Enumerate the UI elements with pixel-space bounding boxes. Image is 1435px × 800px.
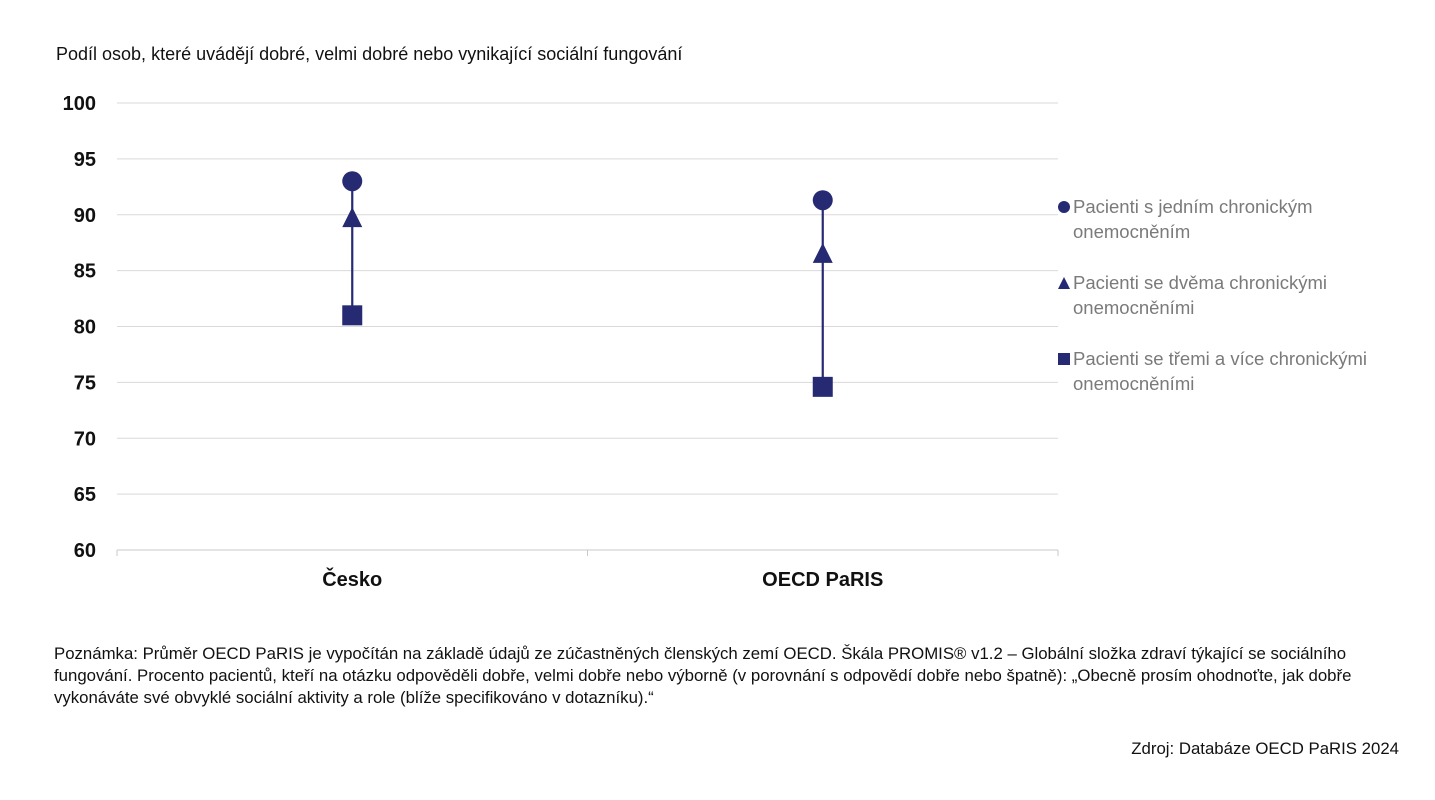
circle-marker-icon xyxy=(1058,201,1070,213)
y-tick-label: 80 xyxy=(74,317,96,339)
triangle-marker-icon xyxy=(1058,277,1070,289)
legend-label: Pacienti s jedním chronickým onemocněním xyxy=(1073,196,1313,242)
chart-title: Podíl osob, které uvádějí dobré, velmi d… xyxy=(56,44,683,64)
y-tick-label: 100 xyxy=(63,93,96,115)
y-tick-label: 90 xyxy=(74,205,96,227)
y-tick-label: 95 xyxy=(74,149,96,171)
legend-item-two-chronic: Pacienti se dvěma chronickými onemocnění… xyxy=(1055,270,1430,346)
y-tick-label: 70 xyxy=(74,428,96,450)
footnote: Poznámka: Průměr OECD PaRIS je vypočítán… xyxy=(54,644,1352,707)
legend-item-one-chronic: Pacienti s jedním chronickým onemocněním xyxy=(1055,194,1430,270)
chart-legend: Pacienti s jedním chronickým onemocněním… xyxy=(1055,194,1430,422)
square-point xyxy=(812,376,833,397)
square-point xyxy=(342,305,363,326)
circle-point xyxy=(342,171,363,192)
y-tick-label: 60 xyxy=(74,540,96,562)
circle-point xyxy=(812,190,833,211)
legend-item-three-chronic: Pacienti se třemi a více chronickými one… xyxy=(1055,346,1430,422)
source-note: Zdroj: Databáze OECD PaRIS 2024 xyxy=(1131,739,1399,758)
chart-plot: 60 65 70 75 80 85 90 95 100 Česko OECD PaRIS xyxy=(63,93,1059,591)
square-marker-icon xyxy=(1058,353,1070,365)
y-tick-label: 85 xyxy=(74,261,96,283)
x-tick-label: OECD PaRIS xyxy=(762,569,883,591)
y-tick-label: 65 xyxy=(74,484,96,506)
legend-label: Pacienti se třemi a více chronickými one… xyxy=(1073,348,1368,394)
triangle-point xyxy=(812,242,833,263)
y-tick-label: 75 xyxy=(74,372,96,394)
legend-label: Pacienti se dvěma chronickými onemocnění… xyxy=(1073,272,1327,318)
triangle-point xyxy=(342,207,363,228)
x-tick-label: Česko xyxy=(322,567,382,591)
